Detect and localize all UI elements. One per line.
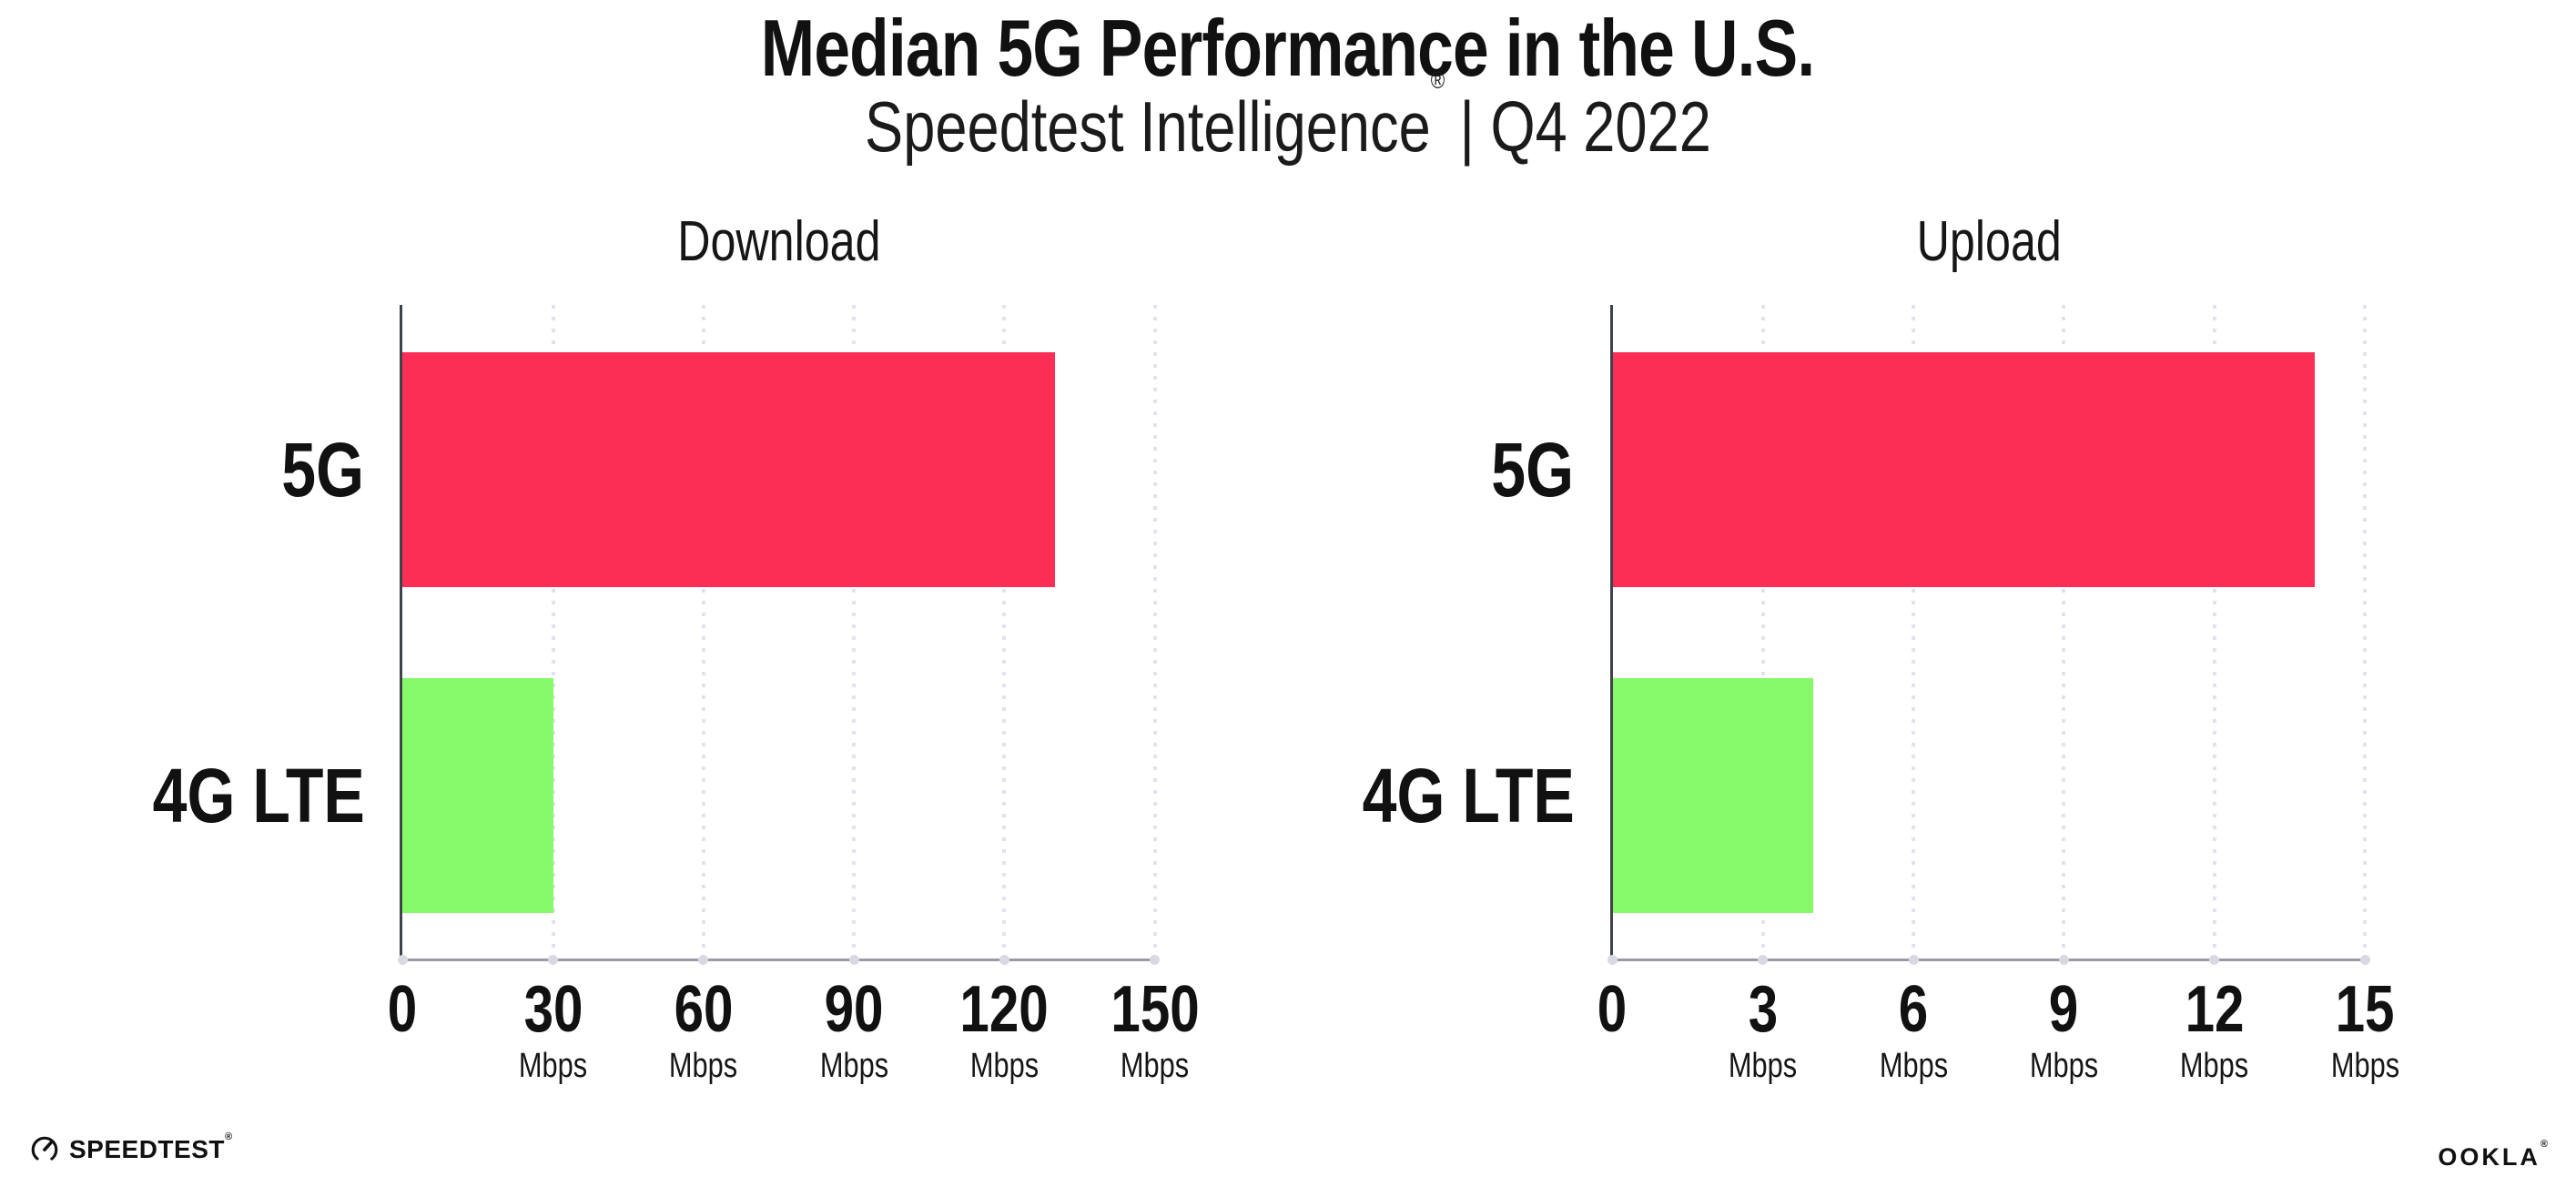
axis-tick-upload-15 [2359,955,2370,965]
gridline-download-90 [852,305,857,959]
x-tick-unit-download-120: Mbps [905,1047,1105,1086]
category-label-text: 4G LTE [152,753,365,838]
bar-upload-4g-lte [1612,678,1813,913]
tick-number: 150 [1111,973,1200,1046]
gridline-upload-9 [2062,305,2066,959]
tick-number: 15 [2335,973,2395,1046]
x-tick-unit-upload-12: Mbps [2115,1047,2315,1086]
x-tick-label-upload-0: 0 [1513,972,1713,1047]
subtitle-brand: Speedtest Intelligence [865,86,1431,167]
tick-number: 120 [959,973,1050,1046]
x-tick-label-upload-12: 12 [2115,972,2315,1047]
axis-tick-upload-12 [2209,955,2220,965]
plot-area-download [397,305,1161,965]
tick-number: 12 [2185,973,2245,1046]
gridline-upload-3 [1760,305,1765,959]
chart-title-upload: Upload [1613,209,2366,274]
x-tick-label-download-60: 60 [603,972,804,1047]
axis-tick-download-60 [698,955,709,965]
axis-tick-download-90 [848,955,859,965]
category-label-text: 4G LTE [1362,753,1575,838]
x-tick-unit-upload-6: Mbps [1813,1047,2013,1086]
axis-tick-download-150 [1150,955,1161,965]
category-label-text: 5G [1491,427,1575,512]
axis-tick-upload-0 [1607,955,1618,965]
tick-unit-text: Mbps [969,1047,1040,1085]
page-subtitle: Speedtest Intelligence® | Q4 2022 [0,66,2576,168]
chart-title-text: Download [676,210,881,273]
registered-mark: ® [1430,66,1445,94]
x-tick-unit-download-60: Mbps [603,1047,804,1086]
chart-title-download: Download [402,209,1155,274]
tick-unit-text: Mbps [2029,1047,2099,1085]
gridline-upload-12 [2212,305,2216,959]
axis-tick-upload-3 [1758,955,1769,965]
tick-unit-text: Mbps [518,1047,588,1085]
subtitle-period: | Q4 2022 [1459,86,1711,167]
x-tick-label-download-0: 0 [302,972,502,1047]
x-tick-label-download-150: 150 [1055,972,1255,1047]
gridline-download-30 [551,305,555,959]
category-label-download-5g: 5G [0,411,365,529]
tick-number: 6 [1898,973,1929,1046]
x-tick-label-download-120: 120 [905,972,1105,1047]
speedtest-logo: SPEEDTEST® [29,1131,233,1165]
ookla-registered-mark: ® [2540,1139,2551,1150]
x-tick-label-upload-9: 9 [1963,972,2164,1047]
tick-unit-text: Mbps [819,1047,888,1085]
page-title-text: Median 5G Performance in the U.S. [761,3,1815,93]
x-tick-label-upload-15: 15 [2265,972,2465,1047]
axis-tick-download-120 [999,955,1009,965]
gridline-download-60 [701,305,705,959]
axis-tick-download-30 [548,955,559,965]
bar-download-5g [402,351,1055,587]
tick-number: 0 [1597,973,1628,1046]
bar-download-4g-lte [402,678,553,913]
x-tick-label-upload-6: 6 [1813,972,2013,1047]
tick-unit-text: Mbps [1879,1047,1948,1085]
speedtest-gauge-icon [31,1136,58,1163]
speedtest-registered-mark: ® [224,1131,233,1142]
tick-unit-text: Mbps [1729,1047,1798,1085]
bar-upload-5g [1612,351,2315,587]
gridline-download-120 [1002,305,1007,959]
axis-tick-download-0 [397,955,408,965]
tick-number: 90 [824,973,884,1046]
ookla-wordmark: OOKLA [2438,1143,2541,1171]
tick-unit-text: Mbps [669,1047,738,1085]
category-label-download-4g-lte: 4G LTE [0,736,364,855]
x-tick-label-download-90: 90 [754,972,954,1047]
category-label-upload-4g-lte: 4G LTE [1029,736,1575,855]
tick-unit-text: Mbps [2180,1047,2249,1085]
x-tick-unit-upload-3: Mbps [1663,1047,1863,1086]
x-tick-label-upload-3: 3 [1663,972,1863,1047]
chart-title-text: Upload [1916,210,2062,273]
category-label-text: 5G [281,427,365,512]
axis-tick-upload-9 [2058,955,2069,965]
gridline-download-150 [1152,305,1157,959]
x-tick-unit-upload-9: Mbps [1963,1047,2164,1086]
page-title: Median 5G Performance in the U.S. [0,2,2576,95]
tick-unit-text: Mbps [1121,1047,1190,1085]
tick-unit-text: Mbps [2330,1047,2399,1085]
x-tick-unit-download-30: Mbps [453,1047,654,1086]
x-tick-unit-download-90: Mbps [754,1047,954,1086]
speedtest-wordmark: SPEEDTEST® [69,1131,233,1163]
x-tick-unit-download-150: Mbps [1055,1047,1255,1086]
plot-area-upload [1607,305,2370,965]
tick-number: 30 [523,973,583,1046]
tick-number: 3 [1748,973,1779,1046]
ookla-logo: OOKLA® [2438,1139,2551,1172]
axis-tick-upload-6 [1908,955,1919,965]
gridline-upload-15 [2363,305,2367,959]
tick-number: 60 [674,973,734,1046]
tick-number: 0 [388,973,418,1046]
tick-number: 9 [2049,973,2079,1046]
category-label-upload-5g: 5G [1029,411,1575,529]
x-tick-unit-upload-15: Mbps [2265,1047,2465,1086]
gridline-upload-6 [1912,305,1916,959]
x-tick-label-download-30: 30 [453,972,654,1047]
